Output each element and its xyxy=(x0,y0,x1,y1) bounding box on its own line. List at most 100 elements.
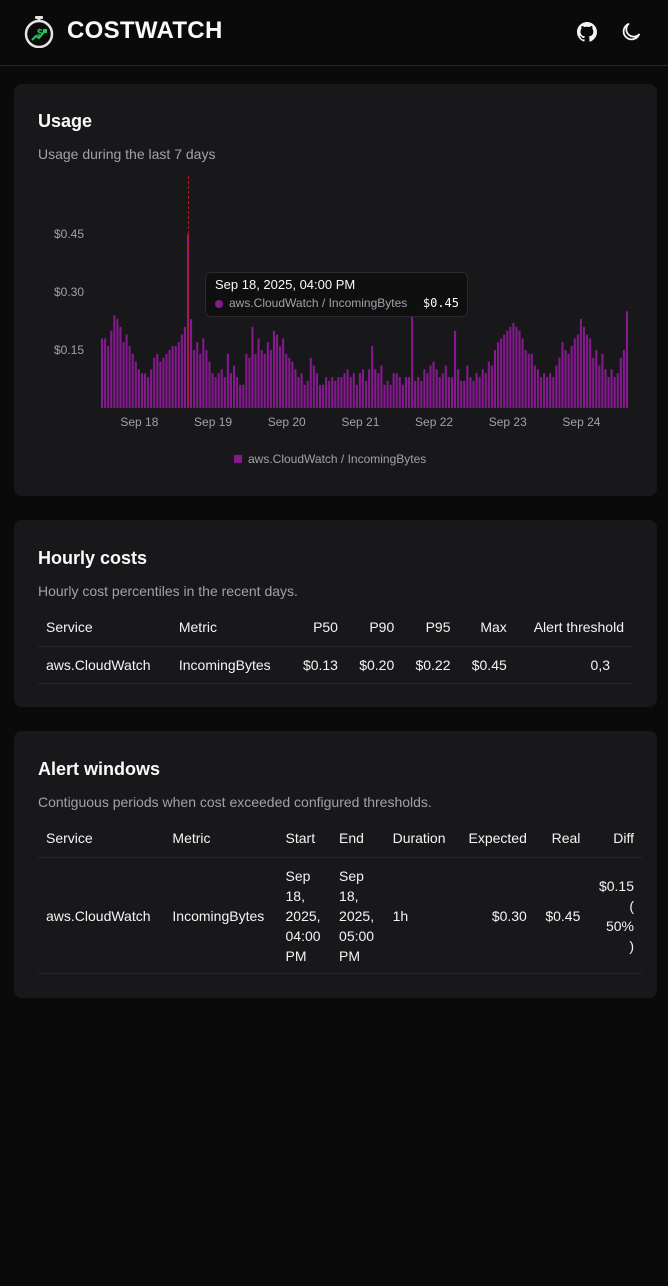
bar[interactable] xyxy=(524,350,527,408)
bar[interactable] xyxy=(472,380,475,408)
bar[interactable] xyxy=(509,326,512,408)
bar[interactable] xyxy=(576,334,579,408)
bar-series[interactable] xyxy=(101,234,628,408)
bar[interactable] xyxy=(616,373,619,408)
bar[interactable] xyxy=(398,377,401,408)
bar[interactable] xyxy=(162,357,165,408)
bar[interactable] xyxy=(272,330,275,408)
bar[interactable] xyxy=(444,365,447,408)
bar[interactable] xyxy=(429,365,432,408)
bar[interactable] xyxy=(625,311,628,408)
bar[interactable] xyxy=(282,338,285,408)
bar[interactable] xyxy=(518,330,521,408)
bar[interactable] xyxy=(589,338,592,408)
bar[interactable] xyxy=(506,330,509,408)
bar[interactable] xyxy=(119,326,122,408)
bar[interactable] xyxy=(595,350,598,408)
bar[interactable] xyxy=(183,326,186,408)
bar[interactable] xyxy=(389,384,392,408)
bar[interactable] xyxy=(340,377,343,408)
bar[interactable] xyxy=(275,334,279,408)
bar[interactable] xyxy=(101,338,104,408)
bar[interactable] xyxy=(365,380,368,408)
bar[interactable] xyxy=(257,338,260,408)
bar[interactable] xyxy=(466,365,469,408)
bar[interactable] xyxy=(309,357,312,408)
bar[interactable] xyxy=(143,373,147,408)
bar[interactable] xyxy=(361,369,364,408)
bar[interactable] xyxy=(355,384,358,408)
bar[interactable] xyxy=(186,234,190,408)
bar[interactable] xyxy=(294,369,297,408)
bar[interactable] xyxy=(601,353,604,408)
bar[interactable] xyxy=(322,384,325,408)
bar[interactable] xyxy=(598,365,601,408)
bar[interactable] xyxy=(533,365,536,408)
bar[interactable] xyxy=(325,377,328,408)
bar[interactable] xyxy=(546,377,549,408)
bar[interactable] xyxy=(199,353,202,408)
bar[interactable] xyxy=(457,369,460,408)
bar[interactable] xyxy=(432,361,435,408)
bar[interactable] xyxy=(242,384,245,408)
bar[interactable] xyxy=(383,384,386,408)
bar[interactable] xyxy=(539,377,543,408)
bar[interactable] xyxy=(318,384,322,408)
bar[interactable] xyxy=(312,365,315,408)
bar[interactable] xyxy=(414,380,417,408)
bar[interactable] xyxy=(137,369,140,408)
bar[interactable] xyxy=(110,330,113,408)
bar[interactable] xyxy=(604,369,607,408)
bar[interactable] xyxy=(558,357,561,408)
bar[interactable] xyxy=(463,380,466,408)
bar[interactable] xyxy=(586,334,589,408)
bar[interactable] xyxy=(582,326,586,408)
bar[interactable] xyxy=(450,377,454,408)
bar[interactable] xyxy=(469,377,472,408)
bar[interactable] xyxy=(269,350,272,408)
bar[interactable] xyxy=(297,377,300,408)
bar[interactable] xyxy=(411,315,414,408)
bar[interactable] xyxy=(168,350,171,408)
bar[interactable] xyxy=(239,384,242,408)
bar[interactable] xyxy=(125,334,128,408)
bar[interactable] xyxy=(288,357,291,408)
bar[interactable] xyxy=(500,338,503,408)
chart-legend[interactable]: aws.CloudWatch / IncomingBytes xyxy=(234,452,426,466)
bar[interactable] xyxy=(303,384,306,408)
bar[interactable] xyxy=(607,377,610,408)
bar[interactable] xyxy=(579,319,582,408)
bar[interactable] xyxy=(107,346,110,408)
bar[interactable] xyxy=(567,353,570,408)
bar[interactable] xyxy=(484,373,487,408)
bar[interactable] xyxy=(279,346,282,408)
bar[interactable] xyxy=(260,350,263,408)
bar[interactable] xyxy=(549,373,552,408)
bar[interactable] xyxy=(205,350,208,408)
bar[interactable] xyxy=(441,373,444,408)
bar[interactable] xyxy=(438,377,441,408)
bar[interactable] xyxy=(337,377,340,408)
bar[interactable] xyxy=(116,319,119,408)
bar[interactable] xyxy=(193,350,196,408)
bar[interactable] xyxy=(131,353,134,408)
bar[interactable] xyxy=(156,353,159,408)
bar[interactable] xyxy=(407,377,411,408)
bar[interactable] xyxy=(104,338,107,408)
bar[interactable] xyxy=(328,380,331,408)
bar[interactable] xyxy=(423,369,426,408)
bar[interactable] xyxy=(395,373,398,408)
bar[interactable] xyxy=(177,342,180,408)
bar[interactable] xyxy=(475,373,478,408)
bar[interactable] xyxy=(226,353,229,408)
alert-threshold-input[interactable]: 0,3 xyxy=(590,657,610,673)
bar[interactable] xyxy=(180,334,183,408)
bar[interactable] xyxy=(417,377,420,408)
bar[interactable] xyxy=(497,342,500,408)
bar[interactable] xyxy=(536,369,539,408)
bar[interactable] xyxy=(153,357,156,408)
bar[interactable] xyxy=(592,357,595,408)
bar[interactable] xyxy=(236,377,239,408)
bar[interactable] xyxy=(233,365,236,408)
bar[interactable] xyxy=(570,346,573,408)
